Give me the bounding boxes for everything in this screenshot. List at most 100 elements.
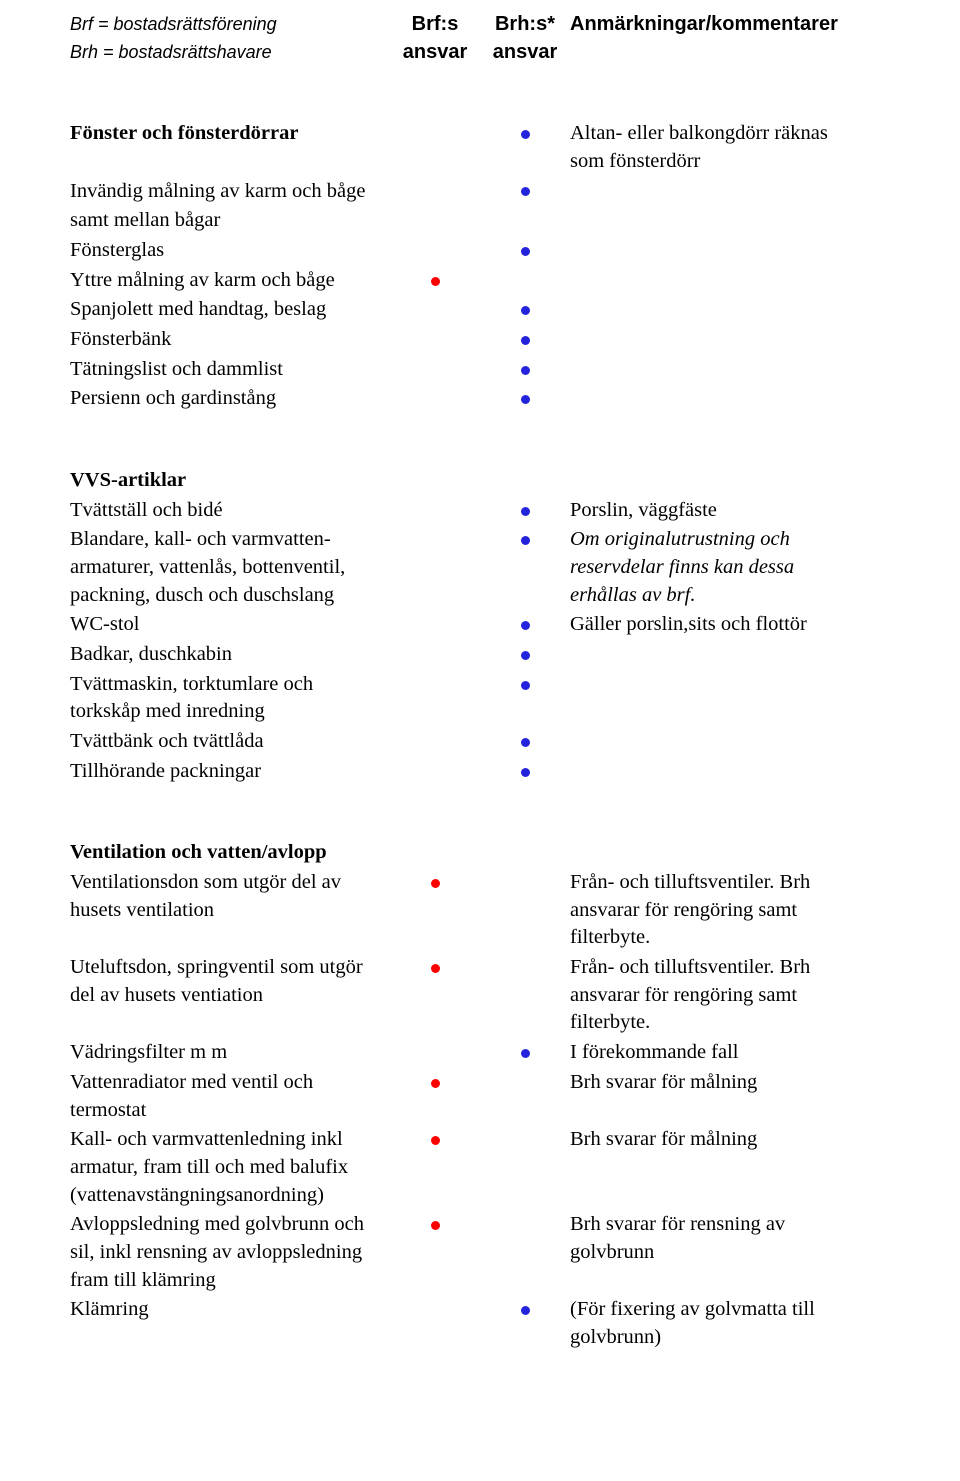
dot-icon — [521, 651, 530, 660]
s1-r2: Fönsterglas — [70, 236, 390, 266]
dot-icon — [431, 277, 440, 286]
table-row: Kall- och varmvattenledning inkl armatur… — [70, 1125, 900, 1210]
s2-r2-comment-a: Om originalutrustning och — [570, 528, 790, 550]
s3-r2-comment-c: filterbyte. — [570, 1011, 650, 1033]
s3-r7: Klämring — [70, 1295, 390, 1352]
s3-r2a: Uteluftsdon, springventil som utgör — [70, 956, 363, 978]
s2-r2-comment-b: reservdelar finns kan dessa — [570, 556, 794, 578]
s2-r5b: torkskåp med inredning — [70, 700, 265, 722]
abbr-brf: Brf = bostadsrättsförening — [70, 14, 277, 34]
dot-icon — [521, 536, 530, 545]
table-row: Persienn och gardinstång — [70, 384, 900, 414]
dot-icon — [521, 1306, 530, 1315]
s3-r6c: fram till klämring — [70, 1269, 216, 1291]
s1-r7: Persienn och gardinstång — [70, 384, 390, 414]
table-row: Spanjolett med handtag, beslag — [70, 295, 900, 325]
s3-r6-comment-b: golvbrunn — [570, 1241, 654, 1263]
s2-r1-comment: Porslin, väggfäste — [570, 496, 900, 526]
table-row: Tvättställ och bidé Porslin, väggfäste — [70, 496, 900, 526]
s2-r2b: armaturer, vattenlås, bottenventil, — [70, 556, 345, 578]
s3-r6b: sil, inkl rensning av avloppsledning — [70, 1241, 362, 1263]
dot-icon — [521, 395, 530, 404]
s3-r2b: del av husets ventiation — [70, 984, 263, 1006]
table-row: Yttre målning av karm och båge — [70, 266, 900, 296]
s2-r7: Tillhörande packningar — [70, 757, 390, 787]
dot-icon — [521, 187, 530, 196]
table-row: Uteluftsdon, springventil som utgör del … — [70, 953, 900, 1038]
table-row: Fönsterbänk — [70, 325, 900, 355]
dot-icon — [521, 507, 530, 516]
dot-icon — [521, 130, 530, 139]
table-row: Blandare, kall- och varmvatten- armature… — [70, 525, 900, 610]
col-comment: Anmärkningar/kommentarer — [570, 13, 838, 35]
s1-r1a: Invändig målning av karm och båge — [70, 177, 390, 207]
col-brf-l1: Brf:s — [412, 13, 459, 35]
s2-r2c: packning, dusch och duschslang — [70, 584, 334, 606]
s1-title: Fönster och fönsterdörrar — [70, 119, 390, 176]
dot-icon — [521, 681, 530, 690]
s3-r4b: termostat — [70, 1099, 146, 1121]
s1-r3: Yttre målning av karm och båge — [70, 266, 390, 296]
table-row: Klämring (För fixering av golvmatta till… — [70, 1295, 900, 1352]
responsibility-table: Brf = bostadsrättsförening Brh = bostads… — [70, 10, 900, 1353]
table-row: Tvättbänk och tvättlåda — [70, 727, 900, 757]
s1-r1b: samt mellan bågar — [70, 206, 390, 236]
s3-r2-comment-b: ansvarar för rengöring samt — [570, 984, 797, 1006]
s2-title: VVS-artiklar — [70, 466, 390, 496]
s3-r1-comment-b: ansvarar för rengöring samt — [570, 899, 797, 921]
s3-r6a: Avloppsledning med golvbrunn och — [70, 1213, 364, 1235]
dot-icon — [431, 1136, 440, 1145]
dot-icon — [521, 768, 530, 777]
abbr-brh: Brh = bostadsrättshavare — [70, 42, 272, 62]
s2-r3: WC-stol — [70, 610, 390, 640]
s3-r3: Vädringsfilter m m — [70, 1038, 390, 1068]
table-row: Fönsterglas — [70, 236, 900, 266]
s3-r7-comment-b: golvbrunn) — [570, 1326, 661, 1348]
s1-r6: Tätningslist och dammlist — [70, 355, 390, 385]
s3-r1b: husets ventilation — [70, 899, 214, 921]
dot-icon — [431, 1079, 440, 1088]
table-row: Tillhörande packningar — [70, 757, 900, 787]
s3-r4-comment: Brh svarar för målning — [570, 1068, 900, 1125]
s1-title-comment-l2: som fönsterdörr — [570, 150, 700, 172]
s2-r5a: Tvättmaskin, torktumlare och — [70, 673, 313, 695]
dot-icon — [521, 247, 530, 256]
dot-icon — [521, 1049, 530, 1058]
s3-r1-comment-c: filterbyte. — [570, 926, 650, 948]
table-row: Ventilationsdon som utgör del av husets … — [70, 868, 900, 953]
s2-r3-comment: Gäller porslin,sits och flottör — [570, 610, 900, 640]
s3-r5a: Kall- och varmvattenledning inkl — [70, 1128, 343, 1150]
table-row: Tätningslist och dammlist — [70, 355, 900, 385]
table-row: samt mellan bågar — [70, 206, 900, 236]
dot-icon — [431, 1221, 440, 1230]
s3-r7-comment-a: (För fixering av golvmatta till — [570, 1298, 815, 1320]
dot-icon — [431, 964, 440, 973]
section-ventilation-title: Ventilation och vatten/avlopp — [70, 838, 900, 868]
col-brf-l2: ansvar — [403, 41, 468, 63]
section-vvs-title: VVS-artiklar — [70, 466, 900, 496]
table-row: Badkar, duschkabin — [70, 640, 900, 670]
col-brh-l1: Brh:s* — [495, 13, 555, 35]
dot-icon — [521, 621, 530, 630]
s3-r5-comment: Brh svarar för målning — [570, 1125, 900, 1210]
s3-r5b: armatur, fram till och med balufix — [70, 1156, 348, 1178]
s1-r5: Fönsterbänk — [70, 325, 390, 355]
s3-r6-comment-a: Brh svarar för rensning av — [570, 1213, 785, 1235]
s2-r2a: Blandare, kall- och varmvatten- — [70, 528, 331, 550]
s2-r6: Tvättbänk och tvättlåda — [70, 727, 390, 757]
s3-r5c: (vattenavstängningsanordning) — [70, 1184, 324, 1206]
col-brh-l2: ansvar — [493, 41, 558, 63]
s3-r1a: Ventilationsdon som utgör del av — [70, 871, 341, 893]
s3-r2-comment-a: Från- och tilluftsventiler. Brh — [570, 956, 810, 978]
s1-title-comment-l1: Altan- eller balkongdörr räknas — [570, 122, 828, 144]
s2-r2-comment-c: erhållas av brf. — [570, 584, 695, 606]
s3-title: Ventilation och vatten/avlopp — [70, 838, 390, 868]
s2-r4: Badkar, duschkabin — [70, 640, 390, 670]
s3-r4a: Vattenradiator med ventil och — [70, 1071, 313, 1093]
table-row: Tvättmaskin, torktumlare och torkskåp me… — [70, 670, 900, 727]
header-row: Brf = bostadsrättsförening Brh = bostads… — [70, 10, 900, 67]
table-row: Vädringsfilter m m I förekommande fall — [70, 1038, 900, 1068]
dot-icon — [521, 306, 530, 315]
table-row: Avloppsledning med golvbrunn och sil, in… — [70, 1210, 900, 1295]
s2-r1: Tvättställ och bidé — [70, 496, 390, 526]
